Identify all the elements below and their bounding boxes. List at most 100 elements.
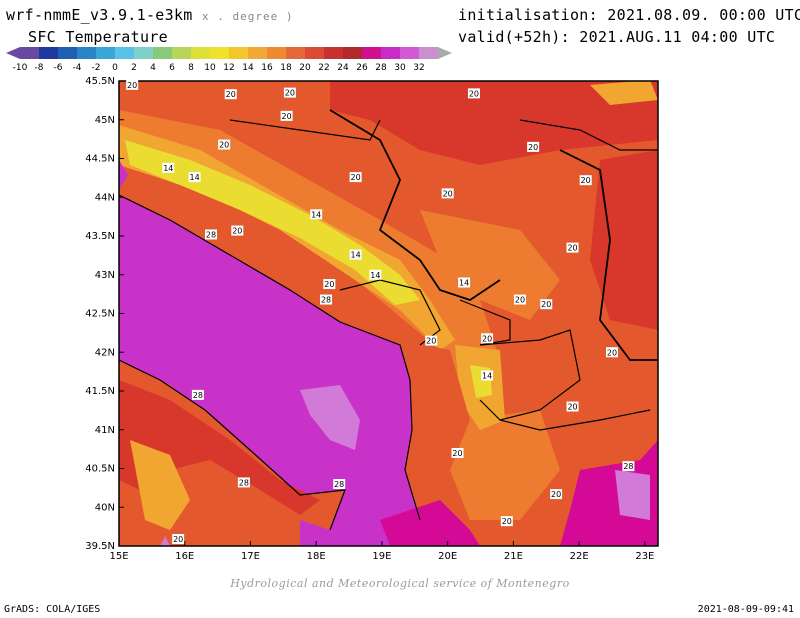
contour-label-bg [323, 279, 336, 290]
lon-label: 21E [504, 551, 523, 562]
land-warm-albania [400, 340, 470, 480]
contour-label: 20 [581, 176, 591, 185]
contour-label-bg [280, 110, 293, 121]
contour-label: 14 [482, 372, 492, 381]
contour-label-bg [540, 299, 553, 310]
legend-swatch [172, 47, 191, 59]
lat-label: 44.5N [85, 154, 115, 165]
legend-label: -10 [13, 63, 28, 73]
field-title: SFC Temperature [28, 28, 168, 46]
border-montenegro [339, 279, 441, 346]
legend-label: 26 [356, 63, 368, 73]
contour-label: 14 [163, 164, 173, 173]
lon-label: 18E [307, 551, 326, 562]
border-coastline [119, 194, 421, 521]
contour-label-bg [467, 88, 480, 99]
contour-label: 28 [623, 462, 633, 471]
legend-label: -2 [92, 63, 101, 73]
contour-label: 20 [173, 535, 183, 544]
contour-label-bg [231, 225, 244, 236]
land-warm-coast [119, 165, 410, 350]
lon-label: 22E [570, 551, 589, 562]
legend-swatch [267, 47, 286, 59]
legend-label: 2 [131, 63, 137, 73]
lat-label: 42.5N [85, 309, 115, 320]
contour-label-bg [458, 277, 471, 288]
map-field [119, 81, 658, 546]
contour-label-bg [349, 249, 362, 260]
axis-labels: 45.5N 45N 44.5N 44N 43.5N 43N 42.5N 42N 41.5N 41N… [85, 76, 654, 562]
lat-label: 41.5N [85, 386, 115, 397]
contour-label-bg [369, 269, 382, 280]
contour-label-bg [566, 242, 579, 253]
contour-label: 20 [528, 143, 538, 152]
contour-label: 20 [567, 244, 577, 253]
lon-label: 17E [241, 551, 260, 562]
contour-label: 20 [482, 334, 492, 343]
land-mild-greece [450, 410, 560, 520]
model-name: wrf-nmmE_v3.9.1-e3km [6, 6, 193, 24]
legend-label: 14 [242, 63, 254, 73]
legend-label: 28 [375, 63, 387, 73]
sea-aegean-light [615, 470, 650, 520]
legend-label: 20 [299, 63, 311, 73]
legend-swatch [153, 47, 172, 59]
contour-label-bg [205, 229, 218, 240]
contour-label-bg [126, 79, 139, 90]
units-label: x . degree ) [201, 10, 294, 23]
contour-label-bg [579, 175, 592, 186]
contour-label-bg [320, 294, 333, 305]
legend-swatch [248, 47, 267, 59]
lon-label: 20E [438, 551, 457, 562]
border-croatia-bih [229, 119, 381, 141]
contour-label: 14 [311, 210, 321, 219]
contour-label-bg [188, 172, 201, 183]
lon-label: 15E [109, 551, 128, 562]
contour-label-bg [481, 370, 494, 381]
legend-label: 12 [223, 63, 234, 73]
legend-swatch [39, 47, 58, 59]
lon-label: 16E [175, 551, 194, 562]
contour-label: 20 [515, 296, 525, 305]
legend-label: 8 [188, 63, 194, 73]
legend-swatch [20, 47, 39, 59]
contour-label: 28 [321, 296, 331, 305]
lon-label: 19E [372, 551, 391, 562]
contour-label-bg [566, 401, 579, 412]
contour-label-bg [550, 489, 563, 500]
contour-label-bg [333, 479, 346, 489]
contour-labels: 20 20 20 20 20 20 14 14 20 20 20 20 14 20 14 28 20 14 14 20… [126, 79, 635, 545]
contour-label: 20 [351, 173, 361, 182]
lat-label: 42N [95, 347, 115, 358]
contour-label: 14 [351, 251, 361, 260]
legend-label: 32 [413, 63, 424, 73]
legend-swatch [96, 47, 115, 59]
contour-label: 20 [232, 227, 242, 236]
land-italy-cool [130, 440, 190, 530]
legend-arrow-right [438, 47, 452, 59]
lat-label: 40N [95, 502, 115, 513]
init-time: initialisation: 2021.08.09. 00:00 UTC [458, 6, 800, 24]
timestamp-label: 2021-08-09-09:41 [697, 604, 794, 615]
contour-label: 28 [239, 478, 249, 487]
contour-label: 28 [334, 480, 344, 489]
legend-swatch [362, 47, 381, 59]
contour-label-bg [349, 172, 362, 183]
border-italy [119, 359, 346, 531]
sea-tyrrhenian-nw [119, 160, 128, 190]
land-cool-n [590, 81, 658, 105]
border-romania [519, 119, 658, 151]
lon-label: 23E [635, 551, 654, 562]
border-greece [499, 409, 651, 431]
land-mild-central [420, 210, 560, 320]
legend-label: 18 [280, 63, 292, 73]
grads-label: GrADS: COLA/IGES [4, 604, 101, 615]
contour-label: 20 [426, 337, 436, 346]
contour-label-bg [425, 335, 438, 346]
contour-label: 20 [324, 280, 334, 289]
country-borders [119, 109, 658, 531]
contour-label-bg [191, 389, 204, 400]
contour-label-bg [513, 294, 526, 305]
lat-label: 39.5N [85, 541, 115, 552]
legend-arrow-left [6, 47, 20, 59]
